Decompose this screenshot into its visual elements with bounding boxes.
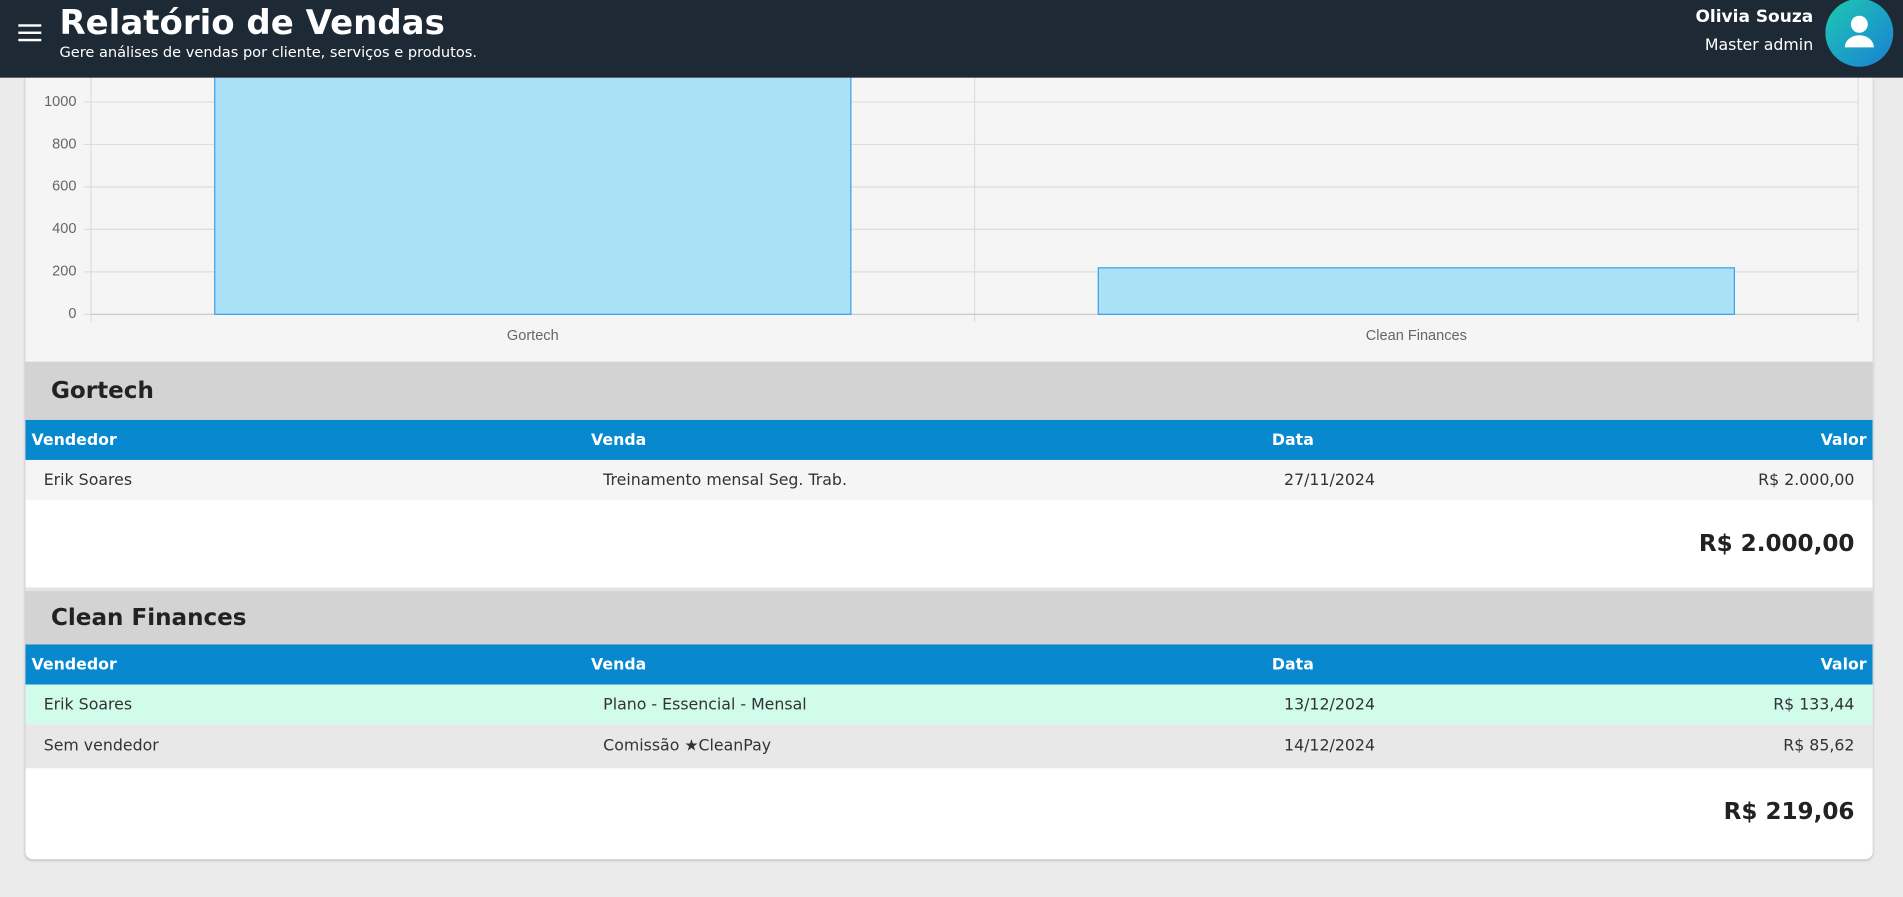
cell: Comissão ★CleanPay: [603, 737, 772, 756]
avatar[interactable]: [1825, 0, 1895, 69]
cell: R$ 2.000,00: [1758, 470, 1855, 490]
page-subtitle: Gere análises de vendas por cliente, ser…: [59, 43, 478, 61]
group-header: Clean Finances: [25, 591, 1873, 645]
column-header: Venda: [591, 655, 647, 674]
total-box: R$ 219,06: [25, 768, 1872, 855]
total-value: R$ 2.000,00: [1698, 530, 1855, 558]
cell: R$ 133,44: [1773, 695, 1855, 714]
page-title: Relatório de Vendas: [59, 2, 445, 43]
user-name: Olivia Souza: [1695, 7, 1814, 27]
menu-icon[interactable]: [18, 23, 42, 42]
cell: Plano - Essencial - Mensal: [603, 695, 807, 714]
column-header: Vendedor: [31, 655, 117, 674]
table-header: Vendedor Venda Data Valor: [25, 644, 1873, 685]
column-header: Valor: [1820, 430, 1867, 450]
cell: Sem vendedor: [43, 737, 159, 756]
cell: R$ 85,62: [1783, 737, 1855, 756]
top-bar: Relatório de Vendas Gere análises de ven…: [0, 0, 1903, 78]
y-tick-label: 800: [52, 136, 76, 152]
total-box: R$ 2.000,00: [25, 500, 1872, 587]
bar: [214, 77, 852, 315]
column-header: Data: [1271, 430, 1314, 450]
y-tick-label: 600: [52, 179, 76, 195]
table-row: Erik Soares Plano - Essencial - Mensal 13/…: [25, 684, 1873, 725]
tables: Gortech Vendedor Venda Data Valor Erik Soares…: [25, 361, 1873, 856]
cell: Erik Soares: [43, 695, 133, 714]
cell: Treinamento mensal Seg. Trab.: [603, 470, 847, 490]
y-tick-label: 0: [68, 306, 76, 322]
cell: 13/12/2024: [1284, 695, 1375, 714]
table-row: Erik Soares Treinamento mensal Seg. Trab.…: [25, 459, 1873, 501]
table-header: Vendedor Venda Data Valor: [25, 419, 1873, 460]
table-row: Sem vendedor Comissão ★CleanPay 14/12/2024…: [25, 724, 1873, 769]
group-header: Gortech: [25, 361, 1873, 420]
column-header: Data: [1271, 655, 1314, 674]
y-tick-label: 200: [52, 264, 76, 280]
report-panel: 0 200 400 600 800 1000 Gortech Clean Finances G…: [25, 77, 1873, 860]
column-header: Valor: [1820, 655, 1867, 674]
cell: 27/11/2024: [1284, 470, 1375, 490]
user-role: Master admin: [1704, 36, 1814, 55]
bar: [1097, 267, 1736, 315]
cell: 14/12/2024: [1284, 737, 1375, 756]
x-tick-label: Clean Finances: [1366, 328, 1467, 344]
cell: Erik Soares: [43, 470, 133, 490]
column-header: Vendedor: [31, 430, 117, 450]
separator: [25, 587, 1873, 592]
chart: 0 200 400 600 800 1000 Gortech Clean Finances: [25, 77, 1873, 362]
total-value: R$ 219,06: [1723, 798, 1855, 826]
column-header: Venda: [591, 430, 647, 450]
y-tick-label: 1000: [44, 94, 76, 110]
y-tick-label: 400: [52, 221, 76, 237]
x-tick-label: Gortech: [507, 328, 559, 344]
